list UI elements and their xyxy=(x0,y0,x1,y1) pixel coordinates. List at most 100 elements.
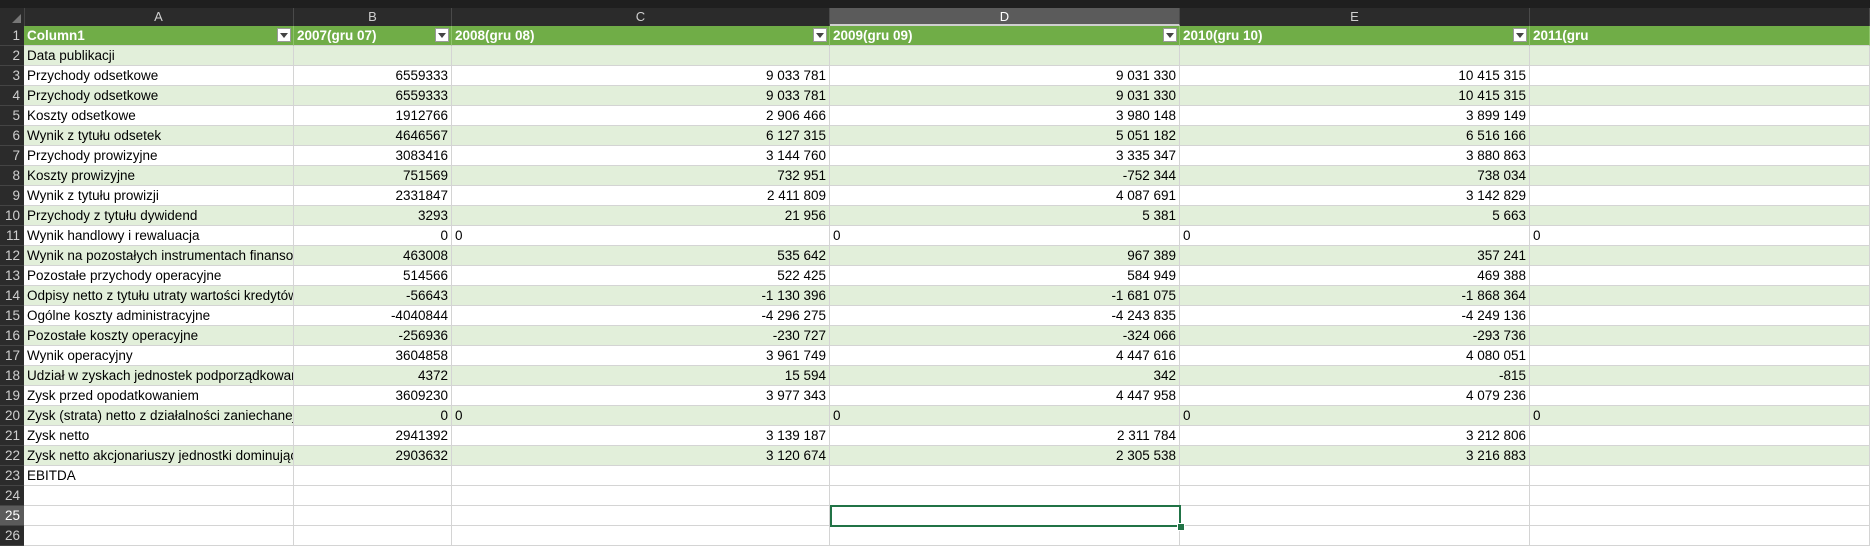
cell-f[interactable] xyxy=(1530,366,1870,386)
cell-b[interactable] xyxy=(294,46,452,66)
row-header-13[interactable]: 13 xyxy=(0,266,24,286)
cell-a[interactable]: EBITDA xyxy=(24,466,294,486)
cell-a[interactable]: Udział w zyskach jednostek podporządkowa… xyxy=(24,366,294,386)
cell-f[interactable] xyxy=(1530,426,1870,446)
cell-e[interactable]: -293 736 xyxy=(1180,326,1530,346)
cell-c[interactable]: 2 411 809 xyxy=(452,186,830,206)
cell-f[interactable] xyxy=(1530,526,1870,546)
cell-d[interactable]: 4 087 691 xyxy=(830,186,1180,206)
cell-e[interactable]: 10 415 315 xyxy=(1180,86,1530,106)
cell-b[interactable]: 514566 xyxy=(294,266,452,286)
cell-a[interactable]: Przychody z tytułu dywidend xyxy=(24,206,294,226)
row-header-4[interactable]: 4 xyxy=(0,86,24,106)
table-header-cell[interactable]: 2011(gru xyxy=(1530,26,1870,46)
cell-c[interactable]: -4 296 275 xyxy=(452,306,830,326)
cell-d[interactable]: -1 681 075 xyxy=(830,286,1180,306)
row-header-7[interactable]: 7 xyxy=(0,146,24,166)
fill-handle[interactable] xyxy=(1177,523,1185,531)
cell-f[interactable] xyxy=(1530,46,1870,66)
cell-c[interactable]: 0 xyxy=(452,406,830,426)
cell-c[interactable]: 21 956 xyxy=(452,206,830,226)
cell-e[interactable] xyxy=(1180,506,1530,526)
cell-a[interactable]: Przychody odsetkowe xyxy=(24,66,294,86)
cell-e[interactable]: 6 516 166 xyxy=(1180,126,1530,146)
column-header-next[interactable] xyxy=(1530,8,1870,26)
cell-a[interactable]: Wynik handlowy i rewaluacja xyxy=(24,226,294,246)
cell-f[interactable] xyxy=(1530,206,1870,226)
cell-a[interactable]: Wynik z tytułu odsetek xyxy=(24,126,294,146)
table-header-cell[interactable]: 2010(gru 10) xyxy=(1180,26,1530,46)
cell-d[interactable]: 2 311 784 xyxy=(830,426,1180,446)
cell-c[interactable]: 535 642 xyxy=(452,246,830,266)
cell-d[interactable] xyxy=(830,46,1180,66)
cell-a[interactable]: Zysk (strata) netto z działalności zanie… xyxy=(24,406,294,426)
row-header-1[interactable]: 1 xyxy=(0,26,24,46)
cell-d[interactable]: 584 949 xyxy=(830,266,1180,286)
cell-d[interactable]: 0 xyxy=(830,406,1180,426)
filter-dropdown-icon[interactable] xyxy=(435,28,449,42)
filter-dropdown-icon[interactable] xyxy=(1163,28,1177,42)
cell-b[interactable]: 6559333 xyxy=(294,66,452,86)
cell-e[interactable]: 469 388 xyxy=(1180,266,1530,286)
cell-f[interactable] xyxy=(1530,146,1870,166)
table-header-cell[interactable]: Column1 xyxy=(24,26,294,46)
cell-e[interactable] xyxy=(1180,466,1530,486)
cell-e[interactable]: 738 034 xyxy=(1180,166,1530,186)
row-header-14[interactable]: 14 xyxy=(0,286,24,306)
cell-a[interactable]: Przychody prowizyjne xyxy=(24,146,294,166)
row-header-21[interactable]: 21 xyxy=(0,426,24,446)
cell-b[interactable]: 4372 xyxy=(294,366,452,386)
cell-f[interactable] xyxy=(1530,306,1870,326)
cell-b[interactable]: -256936 xyxy=(294,326,452,346)
cell-f[interactable] xyxy=(1530,66,1870,86)
row-header-26[interactable]: 26 xyxy=(0,526,24,546)
cell-b[interactable]: 3293 xyxy=(294,206,452,226)
cell-a[interactable]: Odpisy netto z tytułu utraty wartości kr… xyxy=(24,286,294,306)
filter-dropdown-icon[interactable] xyxy=(277,28,291,42)
cell-d[interactable] xyxy=(830,486,1180,506)
cell-a[interactable]: Pozostałe koszty operacyjne xyxy=(24,326,294,346)
row-header-9[interactable]: 9 xyxy=(0,186,24,206)
row-header-20[interactable]: 20 xyxy=(0,406,24,426)
cell-f[interactable] xyxy=(1530,246,1870,266)
cell-e[interactable]: 3 880 863 xyxy=(1180,146,1530,166)
cell-b[interactable] xyxy=(294,466,452,486)
cell-d[interactable]: 2 305 538 xyxy=(830,446,1180,466)
cell-e[interactable]: 3 899 149 xyxy=(1180,106,1530,126)
cell-c[interactable]: -230 727 xyxy=(452,326,830,346)
row-header-12[interactable]: 12 xyxy=(0,246,24,266)
cell-d[interactable]: 4 447 958 xyxy=(830,386,1180,406)
cell-a[interactable] xyxy=(24,506,294,526)
table-header-cell[interactable]: 2009(gru 09) xyxy=(830,26,1180,46)
row-header-6[interactable]: 6 xyxy=(0,126,24,146)
cell-d[interactable]: 5 381 xyxy=(830,206,1180,226)
row-header-3[interactable]: 3 xyxy=(0,66,24,86)
column-header-d[interactable]: D xyxy=(830,8,1180,26)
cell-f[interactable] xyxy=(1530,506,1870,526)
column-header-e[interactable]: E xyxy=(1180,8,1530,26)
cell-e[interactable] xyxy=(1180,486,1530,506)
cell-d[interactable] xyxy=(830,466,1180,486)
cell-d[interactable]: 342 xyxy=(830,366,1180,386)
cell-f[interactable] xyxy=(1530,326,1870,346)
cell-c[interactable] xyxy=(452,506,830,526)
row-header-25[interactable]: 25 xyxy=(0,506,24,526)
cell-b[interactable]: 751569 xyxy=(294,166,452,186)
cell-c[interactable]: 0 xyxy=(452,226,830,246)
cell-f[interactable] xyxy=(1530,186,1870,206)
row-header-10[interactable]: 10 xyxy=(0,206,24,226)
cell-b[interactable] xyxy=(294,486,452,506)
cell-a[interactable]: Wynik z tytułu prowizji xyxy=(24,186,294,206)
cell-b[interactable]: 1912766 xyxy=(294,106,452,126)
cell-e[interactable]: 3 142 829 xyxy=(1180,186,1530,206)
cell-e[interactable] xyxy=(1180,526,1530,546)
cell-f[interactable] xyxy=(1530,486,1870,506)
cell-f[interactable] xyxy=(1530,266,1870,286)
cell-e[interactable]: 5 663 xyxy=(1180,206,1530,226)
cell-c[interactable]: 3 120 674 xyxy=(452,446,830,466)
cell-e[interactable]: 4 079 236 xyxy=(1180,386,1530,406)
column-header-b[interactable]: B xyxy=(294,8,452,26)
cell-c[interactable]: 3 977 343 xyxy=(452,386,830,406)
table-header-cell[interactable]: 2007(gru 07) xyxy=(294,26,452,46)
cell-a[interactable]: Koszty odsetkowe xyxy=(24,106,294,126)
